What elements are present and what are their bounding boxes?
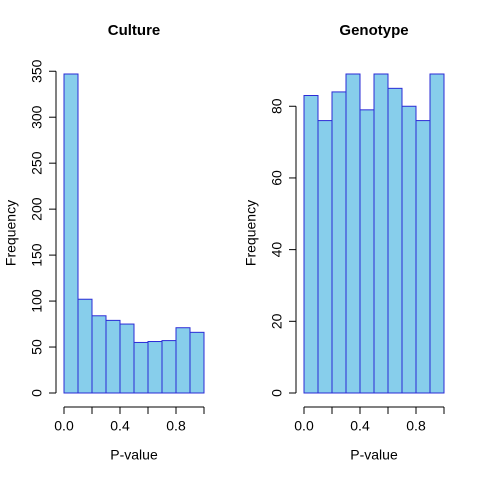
y-tick-label: 60 <box>269 170 285 186</box>
y-tick-label: 40 <box>269 242 285 258</box>
x-tick-label: 0.0 <box>54 418 74 434</box>
y-tick-label: 250 <box>29 151 45 175</box>
y-tick-label: 0 <box>29 389 45 397</box>
bar <box>359 109 375 394</box>
y-tick-label: 150 <box>29 243 45 267</box>
chart-title: Genotype <box>339 22 408 39</box>
bar <box>119 323 135 394</box>
bar <box>63 73 79 394</box>
x-tick-label: 0.8 <box>166 418 186 434</box>
bar <box>303 95 319 394</box>
bar <box>415 120 431 394</box>
y-tick-label: 20 <box>269 313 285 329</box>
x-tick-label: 0.4 <box>110 418 130 434</box>
x-axis-label: P-value <box>350 447 398 463</box>
bar <box>161 340 177 394</box>
y-tick-label: 350 <box>29 59 45 83</box>
y-tick-label: 300 <box>29 105 45 129</box>
y-tick-label: 0 <box>269 389 285 397</box>
bar <box>401 105 417 394</box>
chart-title: Culture <box>108 22 161 39</box>
bar <box>91 315 107 394</box>
bar <box>175 327 191 394</box>
bar <box>345 73 361 394</box>
y-axis-label: Frequency <box>3 200 19 266</box>
bar <box>189 331 205 394</box>
y-axis-label: Frequency <box>243 200 259 266</box>
y-tick-label: 200 <box>29 197 45 221</box>
bar <box>147 341 163 394</box>
bar <box>387 87 403 394</box>
y-tick-label: 50 <box>29 339 45 355</box>
bar <box>133 341 149 394</box>
x-tick-label: 0.0 <box>294 418 314 434</box>
y-tick-label: 100 <box>29 289 45 313</box>
y-tick-label: 80 <box>269 98 285 114</box>
bar <box>105 319 121 394</box>
x-axis-label: P-value <box>110 447 158 463</box>
bar <box>429 73 445 394</box>
x-tick-label: 0.8 <box>406 418 426 434</box>
bar <box>317 120 333 394</box>
x-tick-label: 0.4 <box>350 418 370 434</box>
bar <box>77 298 93 394</box>
bar <box>373 73 389 394</box>
bar <box>331 91 347 394</box>
